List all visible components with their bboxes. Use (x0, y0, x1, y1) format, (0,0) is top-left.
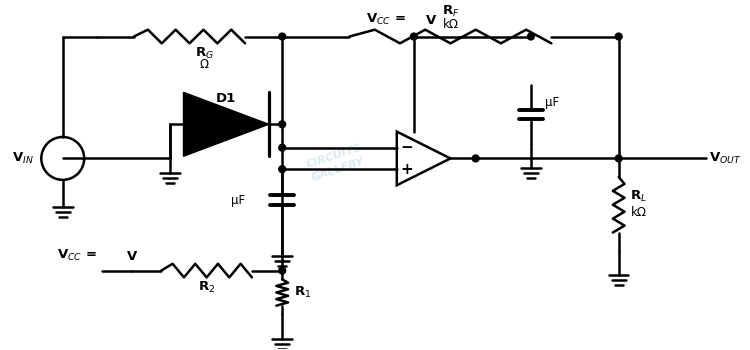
Polygon shape (184, 92, 268, 156)
Text: V: V (425, 14, 436, 27)
Text: V: V (127, 250, 137, 263)
Text: kΩ: kΩ (442, 18, 458, 31)
Text: −: − (400, 140, 413, 155)
Circle shape (527, 33, 534, 40)
Text: kΩ: kΩ (631, 206, 646, 219)
Circle shape (279, 121, 286, 128)
Text: +: + (400, 162, 413, 177)
Text: R$_F$: R$_F$ (442, 4, 459, 19)
Text: μF: μF (231, 194, 245, 207)
Circle shape (279, 144, 286, 151)
Text: R$_L$: R$_L$ (631, 189, 647, 204)
Circle shape (279, 33, 286, 40)
Text: CIRCUITS
GALLERY: CIRCUITS GALLERY (304, 143, 367, 184)
Circle shape (615, 33, 622, 40)
Circle shape (279, 267, 286, 274)
Text: V$_{CC}$ =: V$_{CC}$ = (366, 12, 406, 27)
Text: R$_G$: R$_G$ (195, 46, 214, 61)
Text: V$_{CC}$ =: V$_{CC}$ = (57, 248, 97, 263)
Text: V$_{IN}$: V$_{IN}$ (12, 151, 34, 166)
Text: V$_{OUT}$: V$_{OUT}$ (710, 151, 742, 166)
Text: D1: D1 (216, 92, 236, 105)
Circle shape (279, 166, 286, 173)
Text: μF: μF (544, 96, 559, 109)
Circle shape (615, 155, 622, 162)
Circle shape (410, 33, 417, 40)
Text: Ω: Ω (200, 58, 208, 71)
Text: R$_1$: R$_1$ (294, 285, 311, 300)
Circle shape (472, 155, 479, 162)
Text: R$_2$: R$_2$ (198, 280, 215, 295)
